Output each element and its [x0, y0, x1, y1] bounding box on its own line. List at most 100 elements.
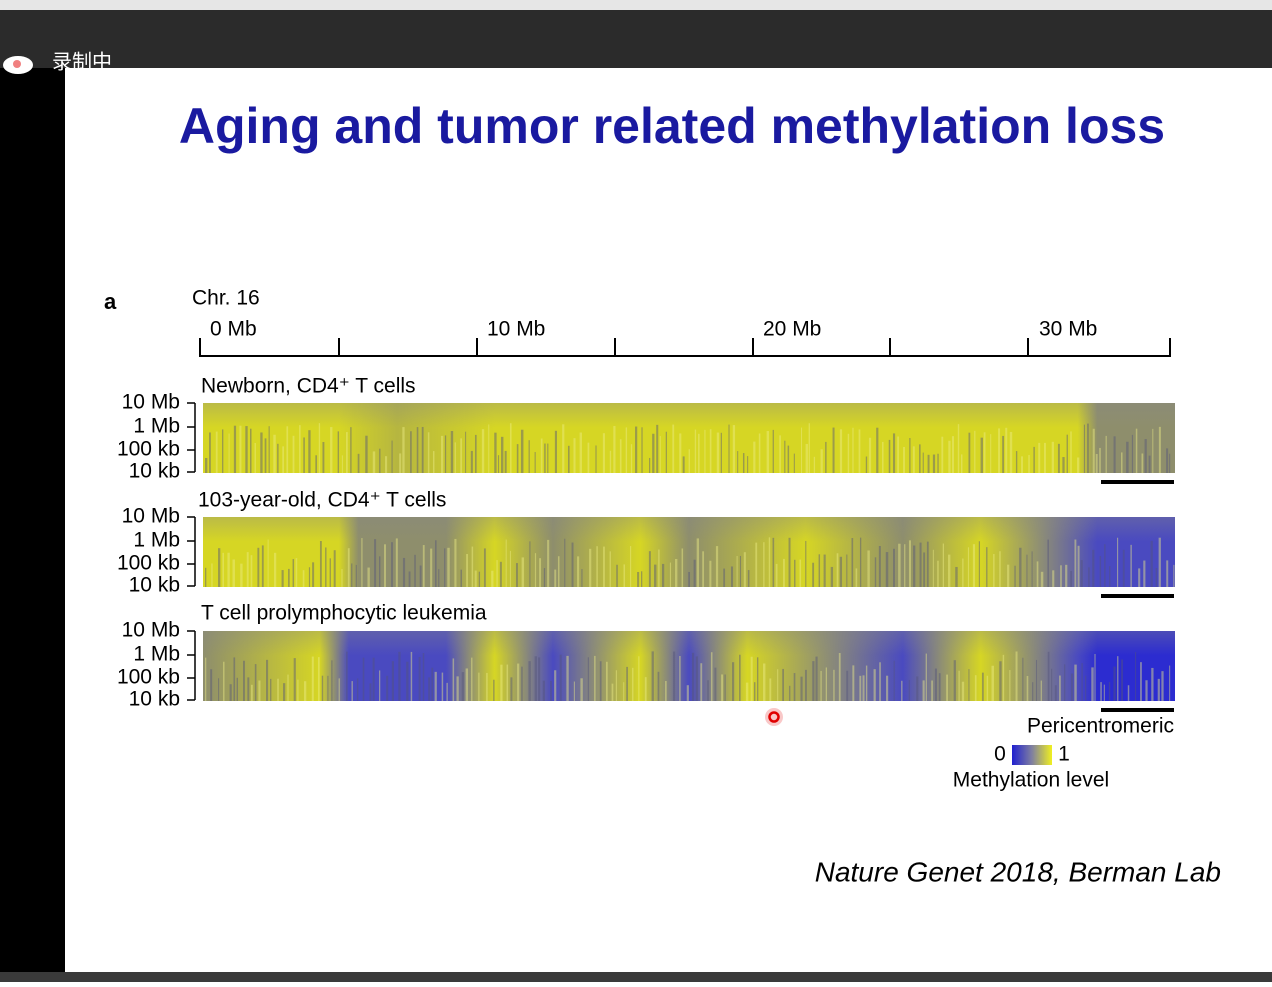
track-stripe	[700, 663, 703, 701]
track-stripe	[805, 669, 807, 701]
recorder-icon	[3, 56, 33, 74]
track-stripe	[1166, 560, 1169, 587]
track-stripe	[398, 651, 401, 701]
track-stripe	[543, 568, 546, 587]
track-stripe	[418, 656, 421, 701]
track-stripe	[953, 660, 956, 701]
track-stripe	[859, 537, 862, 587]
track-stripe	[1148, 455, 1151, 473]
track-stripe	[460, 438, 463, 473]
track-stripe	[267, 539, 269, 587]
track-stripe	[205, 657, 207, 701]
track-stripe	[419, 565, 422, 587]
track-stripe	[637, 571, 640, 587]
track-stripe	[273, 552, 277, 587]
track-stripe	[478, 672, 480, 701]
track-stripe	[691, 652, 695, 701]
track-stripe	[739, 555, 742, 587]
track-stripe	[232, 559, 235, 587]
track-stripe	[434, 671, 437, 701]
track-stripe	[534, 656, 537, 701]
citation: Nature Genet 2018, Berman Lab	[815, 856, 1221, 887]
track-stripe	[1113, 666, 1116, 701]
track-stripe	[1109, 566, 1111, 587]
track-stripe	[577, 556, 580, 587]
track-stripe	[1088, 567, 1090, 587]
track-stripe	[327, 675, 329, 701]
track-stripe	[836, 553, 839, 587]
track-stripe	[402, 427, 405, 473]
track-stripe	[779, 435, 781, 473]
track-stripe	[318, 423, 321, 473]
track-stripe	[978, 541, 981, 587]
track-stripe	[968, 432, 971, 473]
track-stripe	[1074, 539, 1077, 587]
track-stripe	[1047, 539, 1049, 587]
track-stripe	[554, 569, 557, 587]
track-stripe	[362, 657, 365, 701]
track-stripe	[852, 665, 855, 701]
track-stripe	[215, 431, 218, 473]
track-stripe	[1126, 441, 1129, 473]
track-stripe	[233, 425, 237, 473]
track-stripe	[830, 566, 834, 587]
track-stripe	[534, 553, 537, 587]
track-label: 103-year-old, CD4⁺ T cells	[198, 489, 446, 512]
track-stripe	[898, 543, 901, 587]
track-stripe	[957, 424, 960, 473]
track-stripe	[665, 431, 667, 473]
track-stripe	[1104, 544, 1106, 587]
track-stripe	[295, 558, 298, 587]
track-stripe	[297, 679, 299, 701]
track-stripe	[983, 432, 986, 473]
track-stripe	[391, 661, 394, 701]
scale-label: 10 Mb	[122, 505, 180, 528]
track-stripe	[1064, 664, 1066, 701]
bottom-bar	[0, 972, 1272, 982]
track-stripe	[311, 656, 314, 701]
track-stripe	[1070, 673, 1074, 701]
track-stripe	[603, 546, 605, 587]
track-stripe	[904, 544, 906, 587]
track-stripe	[820, 670, 822, 701]
position-label: 30 Mb	[1039, 318, 1097, 341]
track-stripe	[623, 564, 626, 587]
position-axis: 0 Mb 10 Mb 20 Mb 30 Mb	[199, 318, 1171, 357]
track-stripe	[329, 558, 331, 587]
track-stripe	[737, 451, 739, 473]
track-stripe	[788, 537, 791, 587]
track-stripe	[299, 425, 301, 473]
track-stripe	[581, 569, 583, 587]
track-stripe	[1158, 426, 1161, 473]
track-stripe	[1135, 652, 1137, 701]
track-stripe	[1014, 565, 1016, 587]
track-stripe	[1095, 453, 1098, 473]
pericentromeric-label: Pericentromeric	[1027, 715, 1174, 738]
track-stripe	[596, 546, 598, 587]
track-stripe	[777, 669, 779, 701]
track-stripe	[1077, 457, 1080, 473]
track-stripe	[968, 669, 970, 701]
track-stripe	[833, 669, 835, 701]
track-stripe	[321, 675, 324, 701]
track-stripe	[707, 680, 709, 701]
track-stripe	[1087, 423, 1089, 473]
track-stripe	[1116, 537, 1119, 587]
track-stripe	[867, 550, 870, 587]
track-stripe	[431, 667, 434, 701]
track-stripe	[704, 429, 706, 473]
track-stripe	[990, 434, 992, 473]
track-stripe	[550, 680, 552, 701]
track-stripe	[1158, 537, 1161, 587]
track-stripe	[616, 564, 618, 587]
track-stripe	[1094, 653, 1096, 701]
track-stripe	[789, 685, 791, 701]
track-stripe	[452, 658, 455, 701]
track-stripe	[772, 537, 775, 587]
track-stripe	[657, 671, 660, 701]
track-stripe	[1127, 685, 1130, 701]
track-stripe	[784, 440, 786, 473]
track-stripe	[236, 677, 238, 701]
track-stripe	[303, 681, 307, 701]
track-stripe	[1074, 664, 1077, 701]
